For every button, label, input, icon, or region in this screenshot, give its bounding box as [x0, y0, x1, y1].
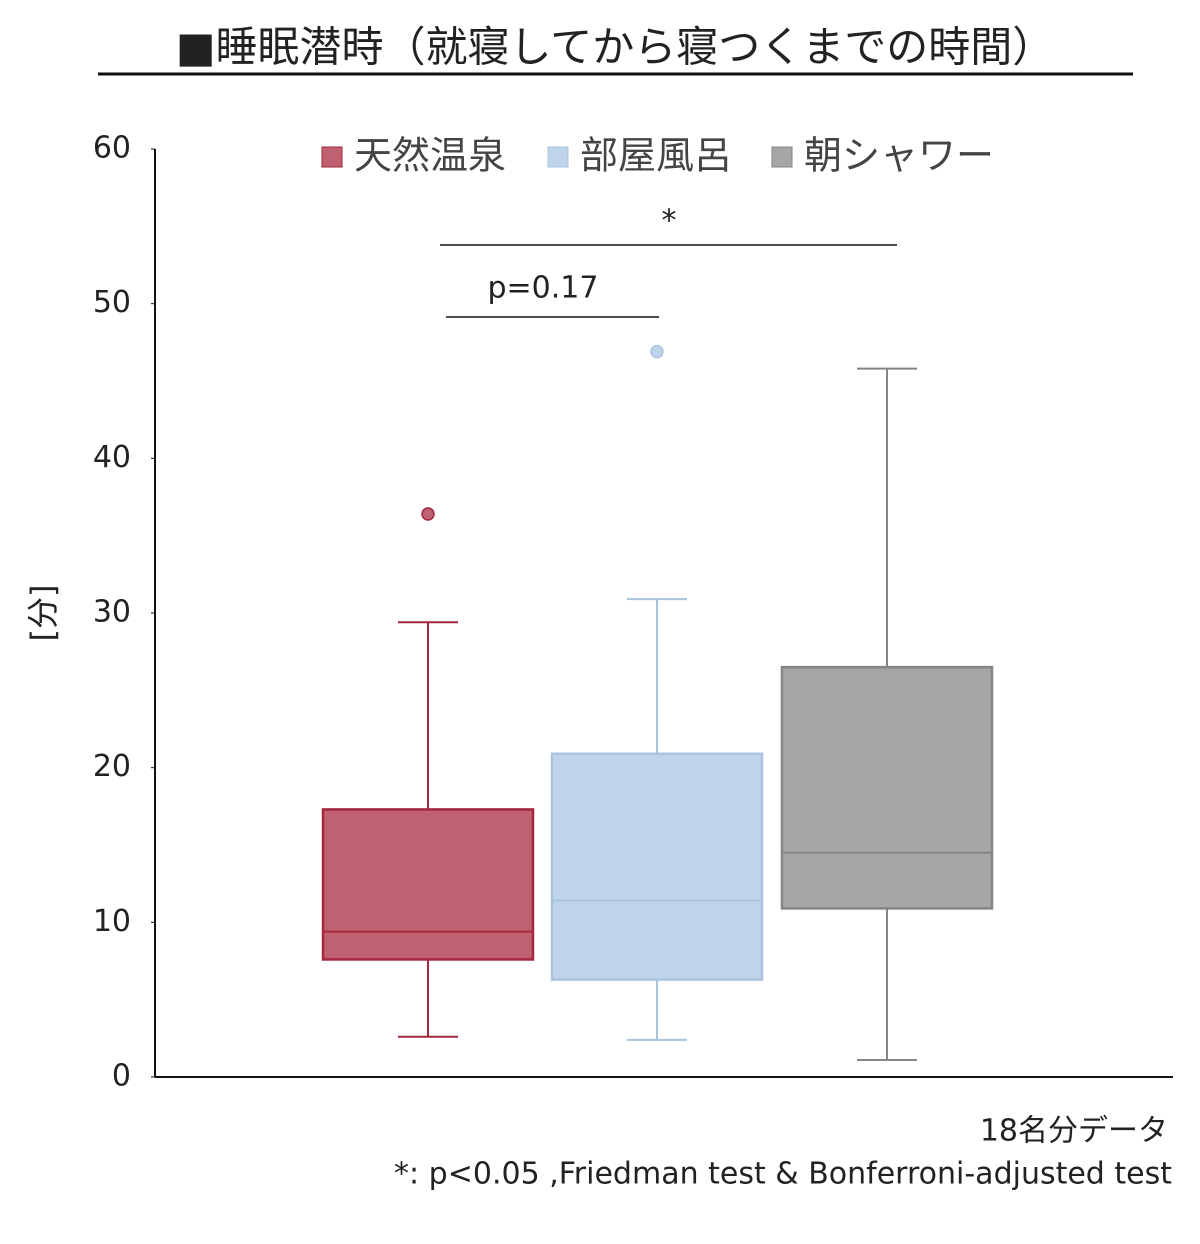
- y-tick-label: 30: [93, 595, 131, 630]
- legend-label: 部屋風呂: [580, 134, 732, 178]
- outlier: [650, 344, 664, 359]
- legend-label: 朝シャワー: [804, 134, 994, 178]
- legend-swatch: [321, 146, 343, 168]
- outlier: [421, 507, 435, 521]
- legend-swatch: [547, 146, 569, 168]
- chart-title: ■睡眠潜時（就寝してから寝つくまでの時間）: [176, 23, 1054, 72]
- y-tick-label: 0: [112, 1059, 131, 1094]
- footnote: 18名分データ: [980, 1114, 1168, 1149]
- box: [550, 752, 764, 981]
- box: [321, 808, 535, 961]
- significance-label: *: [662, 204, 677, 239]
- y-axis-label: [分]: [24, 585, 62, 642]
- y-tick-label: 10: [93, 904, 131, 939]
- y-tick-label: 50: [93, 285, 131, 320]
- significance-label: p=0.17: [488, 271, 599, 306]
- y-tick-label: 20: [93, 749, 131, 784]
- legend-label: 天然温泉: [354, 134, 506, 178]
- legend-swatch: [771, 146, 793, 168]
- y-tick-label: 60: [93, 131, 131, 166]
- box: [780, 665, 994, 910]
- footnote: *: p<0.05 ,Friedman test & Bonferroni-ad…: [394, 1157, 1172, 1192]
- y-tick-label: 40: [93, 440, 131, 475]
